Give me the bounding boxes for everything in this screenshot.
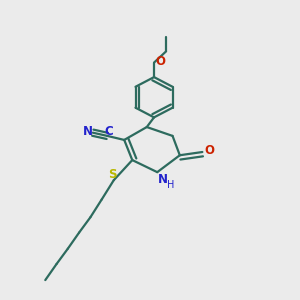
Text: H: H <box>167 180 174 190</box>
Text: S: S <box>108 168 117 182</box>
Text: N: N <box>82 125 92 138</box>
Text: O: O <box>156 55 166 68</box>
Text: O: O <box>204 144 214 157</box>
Text: C: C <box>104 125 113 138</box>
Text: N: N <box>158 173 168 186</box>
